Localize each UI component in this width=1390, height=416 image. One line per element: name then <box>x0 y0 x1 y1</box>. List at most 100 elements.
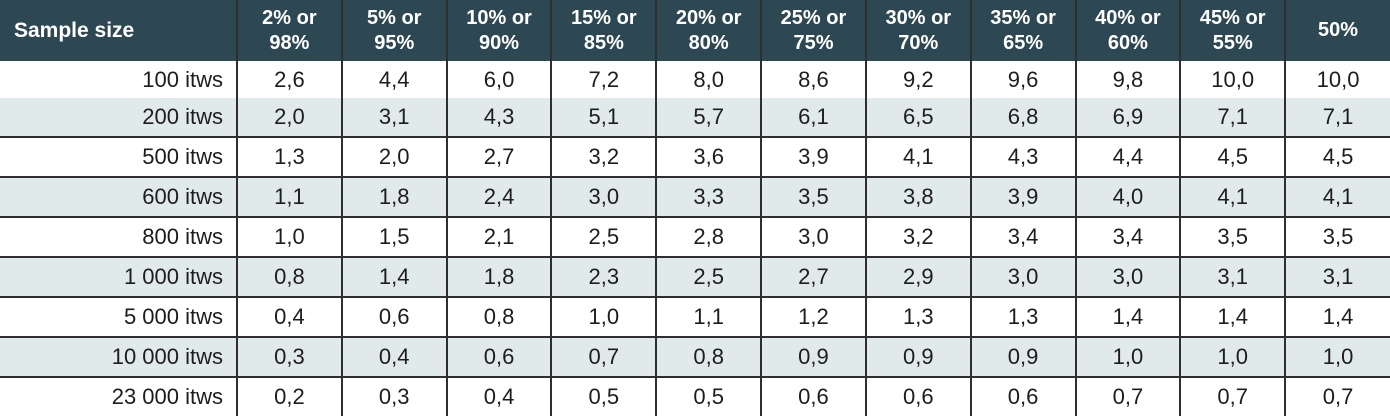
cell-value: 0,6 <box>340 296 447 338</box>
row-label: 800 itws <box>0 215 237 258</box>
column-header: 30% or 70% <box>864 0 971 61</box>
table-row: 500 itws 1,3 2,0 2,7 3,2 3,6 3,9 4,1 4,3 4,4 4,5 4,… <box>0 135 1390 177</box>
cell-value: 1,3 <box>864 296 971 338</box>
cell-value: 0,5 <box>550 376 657 416</box>
cell-value: 0,8 <box>445 296 552 338</box>
cell-value: 1,4 <box>1179 296 1286 338</box>
cell-value: 3,2 <box>550 135 657 177</box>
cell-value: 3,1 <box>340 98 447 137</box>
cell-value: 0,5 <box>655 376 762 416</box>
cell-value: 1,3 <box>969 296 1076 338</box>
row-label: 200 itws <box>142 104 223 130</box>
cell-value: 0,9 <box>760 336 866 378</box>
cell-value: 2,6 <box>236 61 342 99</box>
column-header-sample-size: Sample size <box>0 0 237 61</box>
cell-value: 3,5 <box>760 175 866 217</box>
cell-value: 6,5 <box>864 98 971 137</box>
cell-value: 3,0 <box>1074 256 1181 298</box>
row-label: 1 000 itws <box>0 256 237 298</box>
cell-value: 0,3 <box>236 336 342 378</box>
cell-value: 1,1 <box>236 175 342 217</box>
cell-value: 1,0 <box>1179 336 1286 378</box>
row-label: 5 000 itws <box>0 296 237 338</box>
cell-value: 2,7 <box>445 135 552 177</box>
cell-value: 4,4 <box>1074 135 1181 177</box>
cell-value: 6,1 <box>760 98 866 137</box>
cell-value: 1,0 <box>1074 336 1181 378</box>
cell-value: 2,0 <box>340 135 447 177</box>
cell-value: 1,8 <box>445 256 552 298</box>
row-label: 600 itws <box>0 175 237 217</box>
cell-value: 1,3 <box>236 135 342 177</box>
cell-value: 0,7 <box>1074 376 1181 416</box>
cell-value: 0,7 <box>550 336 657 378</box>
cell-value: 3,1 <box>1179 256 1286 298</box>
column-header: 2% or 98% <box>236 0 342 61</box>
cell-value: 8,0 <box>655 61 762 99</box>
cell-value: 3,9 <box>969 175 1076 217</box>
cell-value: 0,8 <box>236 256 342 298</box>
cell-value: 2,8 <box>655 215 762 258</box>
cell-value: 1,4 <box>1284 296 1390 338</box>
cell-value: 1,0 <box>550 296 657 338</box>
cell-value: 2,3 <box>550 256 657 298</box>
cell-value: 6,0 <box>445 61 552 99</box>
cell-value: 1,8 <box>340 175 447 217</box>
cell-value: 7,1 <box>1179 98 1286 137</box>
row-label: 500 itws <box>0 135 237 177</box>
cell-value: 10,0 <box>1179 61 1286 99</box>
cell-value: 3,5 <box>1284 215 1390 258</box>
column-header: 10% or 90% <box>445 0 552 61</box>
cell-value: 3,6 <box>655 135 762 177</box>
cell-value: 2,5 <box>550 215 657 258</box>
cell-value: 0,4 <box>236 296 342 338</box>
cell-value: 4,5 <box>1284 135 1390 177</box>
cell-value: 0,3 <box>340 376 447 416</box>
column-header: 15% or 85% <box>550 0 657 61</box>
cell-value: 3,5 <box>1179 215 1286 258</box>
column-header: 45% or 55% <box>1179 0 1286 61</box>
cell-value: 0,4 <box>340 336 447 378</box>
cell-value: 4,1 <box>1284 175 1390 217</box>
cell-value: 1,2 <box>760 296 866 338</box>
cell-value: 0,6 <box>760 376 866 416</box>
cell-value: 0,4 <box>445 376 552 416</box>
cell-value: 4,5 <box>1179 135 1286 177</box>
cell-value: 1,4 <box>340 256 447 298</box>
cell-value: 7,1 <box>1284 98 1390 137</box>
cell-value: 7,2 <box>550 61 657 99</box>
cell-value: 9,2 <box>864 61 971 99</box>
cell-value: 4,1 <box>864 135 971 177</box>
cell-value: 1,5 <box>340 215 447 258</box>
cell-value: 4,4 <box>340 61 447 99</box>
cell-value: 2,1 <box>445 215 552 258</box>
cell-value: 3,8 <box>864 175 971 217</box>
cell-value: 4,0 <box>1074 175 1181 217</box>
cell-value: 9,6 <box>969 61 1076 99</box>
cell-value: 0,9 <box>969 336 1076 378</box>
cell-value: 0,7 <box>1284 376 1390 416</box>
cell-value: 3,3 <box>655 175 762 217</box>
cell-value: 6,9 <box>1074 98 1181 137</box>
table-row: 10 000 itws 0,3 0,4 0,6 0,7 0,8 0,9 0,9 0,9 1,0 1,… <box>0 336 1390 378</box>
header-row: Sample size 2% or 98% 5% or 95% 10% or 90% 1… <box>0 0 1390 61</box>
cell-value: 5,7 <box>655 98 762 137</box>
table-row: 100 itws 2,6 4,4 6,0 7,2 8,0 8,6 9,2 9,6 9,8 10,0 1… <box>0 61 1390 99</box>
table-row: 1 000 itws 0,8 1,4 1,8 2,3 2,5 2,7 2,9 3,0 3,0 3,1… <box>0 256 1390 298</box>
row-label: 10 000 itws <box>0 336 237 378</box>
cell-value: 1,4 <box>1074 296 1181 338</box>
cell-value: 2,7 <box>760 256 866 298</box>
cell-value: 2,9 <box>864 256 971 298</box>
cell-value: 6,8 <box>969 98 1076 137</box>
column-header: 25% or 75% <box>760 0 866 61</box>
cell-value: 1,0 <box>1284 336 1390 378</box>
cell-value: 0,7 <box>1179 376 1286 416</box>
row-label: 100 itws <box>142 66 223 92</box>
cell-value: 3,0 <box>969 256 1076 298</box>
table-row: 200 itws 2,0 3,1 4,3 5,1 5,7 6,1 6,5 6,8 6,9 7,1 7,… <box>0 98 1390 137</box>
table-row: 600 itws 1,1 1,8 2,4 3,0 3,3 3,5 3,8 3,9 4,0 4,1 4,… <box>0 175 1390 217</box>
row-label: 23 000 itws <box>0 376 237 416</box>
cell-value: 0,9 <box>864 336 971 378</box>
cell-value: 9,8 <box>1074 61 1181 99</box>
